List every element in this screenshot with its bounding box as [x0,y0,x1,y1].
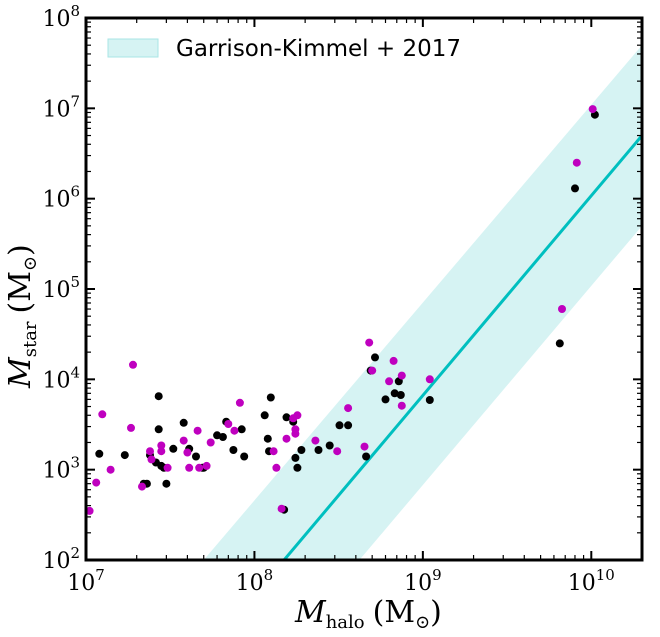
tick-labels-layer: 107 108 109 1010 102 103 104 105 106 107 108 [42,2,614,596]
data-point-series-1 [229,446,238,454]
data-point-series-1 [154,392,163,401]
data-point-series-2 [157,441,166,450]
relation-band [203,45,642,560]
data-point-series-2 [147,455,156,464]
data-point-series-2 [368,366,377,375]
data-point-series-1 [218,433,227,441]
data-point-series-2 [365,338,374,347]
data-point-series-2 [230,426,239,435]
data-point-series-2 [98,410,107,419]
data-point-series-2 [146,447,154,456]
data-point-series-1 [571,184,579,193]
data-point-series-1 [314,446,323,454]
x-tick-label: 109 [404,566,442,596]
data-point-series-2 [311,436,320,445]
y-tick-label: 105 [42,273,80,303]
data-point-series-1 [266,393,275,402]
data-point-series-2 [588,105,597,114]
y-axis-label: Mstar(M⊙) [3,244,41,389]
data-point-series-1 [192,452,200,461]
data-point-series-1 [260,411,269,420]
data-point-series-2 [92,478,101,487]
data-point-series-1 [291,453,300,462]
y-tick-label: 106 [42,183,80,213]
x-axis-label: Mhalo (M⊙) [294,595,442,633]
data-point-series-2 [389,356,398,365]
data-point-series-1 [335,421,344,430]
data-point-series-1 [555,339,564,348]
data-point-series-2 [86,506,94,515]
ticks-layer [85,17,643,561]
legend: Garrison-Kimmel + 2017 [107,36,461,62]
y-tick-label: 104 [42,363,80,393]
data-point-series-2 [269,447,278,456]
data-point-series-1 [325,441,334,450]
data-point-series-1 [237,425,246,434]
data-point-series-1 [371,353,379,362]
data-point-series-2 [293,411,302,420]
data-point-series-2 [397,371,406,380]
data-point-series-2 [163,463,172,472]
data-point-series-2 [235,398,244,407]
data-point-series-1 [162,479,171,488]
x-tick-label: 108 [236,566,274,596]
data-point-series-1 [179,418,188,427]
data-point-series-2 [202,461,211,470]
y-tick-label: 107 [42,92,80,122]
data-point-series-2 [179,436,188,445]
data-point-series-1 [282,413,291,422]
data-point-series-1 [344,421,353,430]
legend-label: Garrison-Kimmel + 2017 [176,36,461,62]
data-point-series-2 [195,463,204,472]
data-point-series-1 [381,395,390,404]
x-tick-label: 107 [67,566,105,596]
data-point-series-2 [138,482,146,491]
relation-band-layer [203,45,642,560]
x-tick-label: 1010 [568,566,615,596]
data-point-series-2 [558,305,566,313]
data-point-series-2 [291,429,300,438]
y-tick-label: 102 [42,544,80,574]
data-point-series-2 [282,434,291,443]
y-tick-label: 108 [42,2,80,32]
data-point-series-1 [396,391,405,399]
data-point-series-1 [240,452,249,461]
data-point-series-1 [263,434,272,443]
data-point-series-2 [272,463,281,472]
data-point-series-1 [297,446,306,454]
data-point-series-1 [390,389,399,398]
data-point-series-1 [95,449,104,458]
data-point-series-1 [120,451,129,460]
data-point-series-2 [129,360,137,369]
data-point-series-1 [293,463,302,472]
data-point-series-1 [169,444,178,453]
data-point-series-1 [362,452,371,461]
data-point-series-2 [193,426,202,435]
legend-swatch [107,38,159,58]
data-point-series-1 [425,396,434,404]
data-points-layer [86,105,599,515]
data-point-series-2 [127,423,135,432]
data-point-series-2 [344,404,353,413]
data-point-series-2 [572,158,581,167]
data-point-series-2 [425,375,434,384]
relation-line [282,134,642,560]
data-point-series-2 [277,504,286,513]
data-point-series-2 [206,438,215,447]
data-point-series-2 [157,447,166,456]
data-point-series-2 [360,442,369,451]
relation-line-layer [282,134,642,560]
data-point-series-1 [154,425,163,434]
data-point-series-2 [106,465,115,474]
y-tick-label: 103 [42,454,80,484]
data-point-series-2 [224,420,233,428]
data-point-series-2 [185,463,194,472]
data-point-series-2 [385,377,394,386]
data-point-series-2 [333,447,342,456]
data-point-series-2 [397,401,406,410]
data-point-series-2 [183,448,192,457]
